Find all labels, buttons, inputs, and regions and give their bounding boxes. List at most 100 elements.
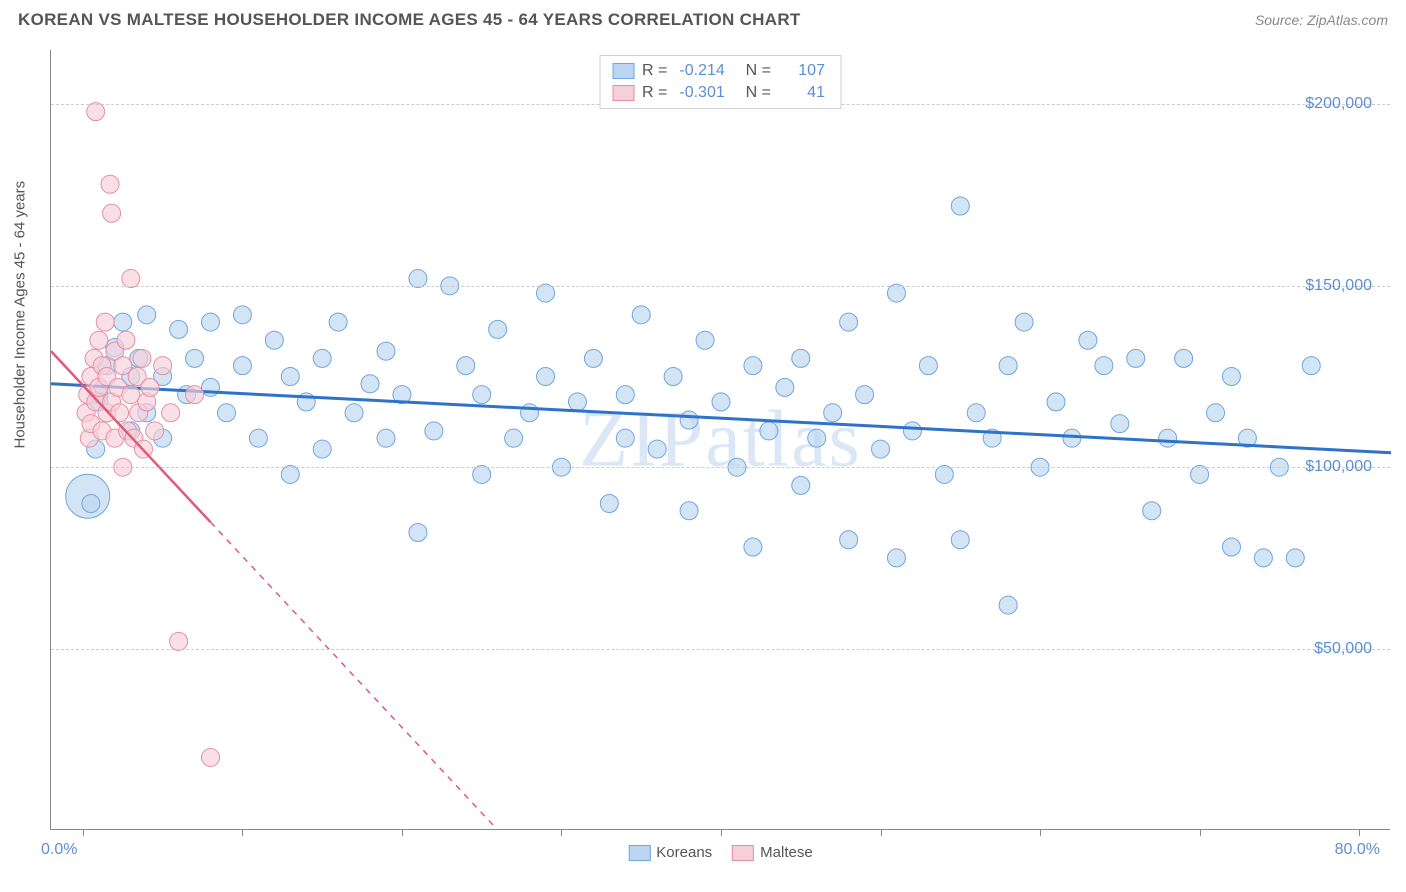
legend-row: R = -0.214 N = 107 bbox=[612, 60, 829, 82]
data-point bbox=[1302, 357, 1320, 375]
data-point bbox=[133, 349, 151, 367]
scatter-svg bbox=[51, 50, 1390, 829]
data-point bbox=[489, 320, 507, 338]
data-point bbox=[154, 357, 172, 375]
legend-swatch bbox=[612, 85, 634, 101]
data-point bbox=[744, 357, 762, 375]
data-point bbox=[1175, 349, 1193, 367]
x-tick bbox=[402, 829, 403, 836]
data-point bbox=[999, 596, 1017, 614]
data-point bbox=[1222, 368, 1240, 386]
data-point bbox=[217, 404, 235, 422]
data-point bbox=[521, 404, 539, 422]
data-point bbox=[361, 375, 379, 393]
data-point bbox=[101, 175, 119, 193]
data-point bbox=[808, 429, 826, 447]
data-point bbox=[1111, 415, 1129, 433]
correlation-legend: R =-0.214 N =107R =-0.301 N =41 bbox=[599, 55, 842, 109]
data-point bbox=[680, 411, 698, 429]
legend-row: R =-0.301 N =41 bbox=[612, 82, 829, 104]
data-point bbox=[409, 524, 427, 542]
trend-line-extrapolated bbox=[211, 522, 498, 830]
legend-n-value: 107 bbox=[779, 62, 829, 80]
data-point bbox=[1063, 429, 1081, 447]
data-point bbox=[648, 440, 666, 458]
data-point bbox=[584, 349, 602, 367]
legend-r-label: R = bbox=[640, 84, 669, 102]
chart-title: KOREAN VS MALTESE HOUSEHOLDER INCOME AGE… bbox=[18, 10, 801, 30]
data-point bbox=[202, 313, 220, 331]
data-point bbox=[249, 429, 267, 447]
x-tick bbox=[1359, 829, 1360, 836]
data-point bbox=[281, 368, 299, 386]
x-tick bbox=[242, 829, 243, 836]
data-point bbox=[114, 313, 132, 331]
data-point bbox=[202, 748, 220, 766]
data-point bbox=[600, 494, 618, 512]
x-axis-max-label: 80.0% bbox=[1335, 841, 1380, 859]
data-point bbox=[457, 357, 475, 375]
data-point bbox=[505, 429, 523, 447]
data-point bbox=[233, 357, 251, 375]
data-point bbox=[824, 404, 842, 422]
grid-line bbox=[51, 467, 1390, 468]
data-point bbox=[887, 549, 905, 567]
data-point bbox=[233, 306, 251, 324]
legend-label: Koreans bbox=[656, 844, 712, 861]
legend-n-label: N = bbox=[735, 62, 773, 80]
y-tick-label: $200,000 bbox=[1305, 95, 1372, 113]
y-axis-label: Householder Income Ages 45 - 64 years bbox=[12, 181, 29, 449]
data-point bbox=[122, 386, 140, 404]
data-point bbox=[473, 386, 491, 404]
legend-r-value: -0.214 bbox=[675, 62, 728, 80]
data-point bbox=[903, 422, 921, 440]
data-point bbox=[951, 197, 969, 215]
data-point bbox=[170, 320, 188, 338]
data-point bbox=[313, 440, 331, 458]
data-point bbox=[872, 440, 890, 458]
data-point bbox=[616, 429, 634, 447]
data-point bbox=[1095, 357, 1113, 375]
data-point bbox=[186, 349, 204, 367]
data-point bbox=[1079, 331, 1097, 349]
data-point bbox=[90, 331, 108, 349]
legend-n-value: 41 bbox=[779, 84, 829, 102]
legend-r-label: R = bbox=[640, 62, 669, 80]
data-point bbox=[680, 502, 698, 520]
data-point bbox=[313, 349, 331, 367]
data-point bbox=[345, 404, 363, 422]
grid-line bbox=[51, 286, 1390, 287]
data-point bbox=[329, 313, 347, 331]
data-point bbox=[425, 422, 443, 440]
data-point bbox=[1207, 404, 1225, 422]
data-point bbox=[760, 422, 778, 440]
data-point bbox=[696, 331, 714, 349]
data-point bbox=[1254, 549, 1272, 567]
data-point bbox=[792, 476, 810, 494]
legend-swatch bbox=[732, 845, 754, 861]
data-point bbox=[919, 357, 937, 375]
legend-r-value: -0.301 bbox=[675, 84, 728, 102]
grid-line bbox=[51, 649, 1390, 650]
data-point bbox=[186, 386, 204, 404]
data-point bbox=[377, 342, 395, 360]
y-tick-label: $150,000 bbox=[1305, 277, 1372, 295]
data-point bbox=[664, 368, 682, 386]
legend-label: Maltese bbox=[760, 844, 813, 861]
x-tick bbox=[561, 829, 562, 836]
data-point bbox=[146, 422, 164, 440]
data-point bbox=[141, 378, 159, 396]
data-point bbox=[1047, 393, 1065, 411]
data-point bbox=[1127, 349, 1145, 367]
data-point bbox=[951, 531, 969, 549]
data-point bbox=[999, 357, 1017, 375]
data-point bbox=[744, 538, 762, 556]
data-point bbox=[537, 368, 555, 386]
data-point bbox=[840, 531, 858, 549]
y-tick-label: $50,000 bbox=[1314, 640, 1372, 658]
data-point bbox=[265, 331, 283, 349]
data-point bbox=[82, 494, 100, 512]
data-point bbox=[840, 313, 858, 331]
data-point bbox=[1015, 313, 1033, 331]
data-point bbox=[96, 313, 114, 331]
